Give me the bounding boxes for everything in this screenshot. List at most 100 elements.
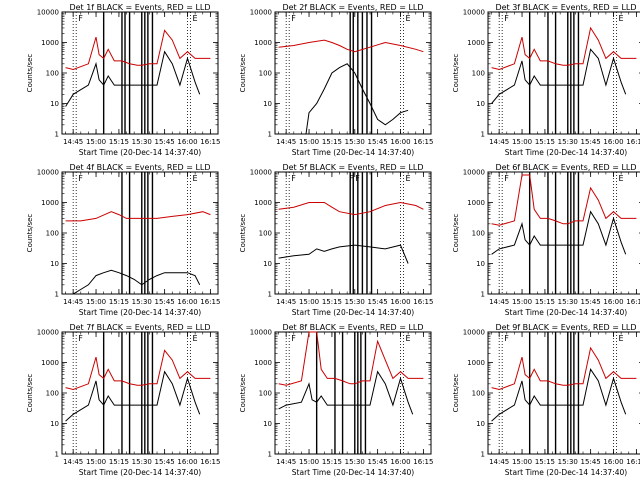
x-tick-label: 15:00 (512, 458, 532, 466)
flag-letter: F (291, 174, 296, 183)
x-tick-label: 14:45 (63, 458, 83, 466)
x-tick-label: 14:45 (489, 138, 509, 146)
y-tick-label: 100 (259, 390, 272, 398)
x-tick-label: 16:00 (177, 138, 197, 146)
y-tick-label: 1 (268, 131, 272, 139)
x-tick-label: 15:00 (512, 138, 532, 146)
plot-frame (274, 331, 432, 455)
y-tick-label: 100 (259, 70, 272, 78)
panel-title: Det 2f BLACK = Events, RED = LLD (282, 3, 423, 12)
x-tick-label: 16:15 (200, 138, 220, 146)
y-tick-label: 1000 (254, 199, 272, 207)
y-tick-label: 10000 (250, 9, 272, 17)
lld-series-line (491, 26, 637, 71)
y-tick-label: 10000 (37, 9, 59, 17)
detector-panel: Det 2f BLACK = Events, RED = LLD Counts/s… (239, 3, 433, 157)
y-tick-label: 1 (55, 451, 59, 459)
flag-letter: E (193, 174, 198, 183)
y-axis-label: Counts/sec (239, 374, 247, 413)
x-axis-label: Start Time (20-Dec-14 14:37:40) (505, 148, 627, 157)
y-axis-label: Counts/sec (239, 214, 247, 253)
y-tick-label: 1 (481, 131, 485, 139)
y-tick-label: 100 (259, 230, 272, 238)
y-tick-label: 10 (50, 100, 59, 108)
x-tick-label: 16:15 (413, 298, 433, 306)
x-tick-label: 14:45 (489, 298, 509, 306)
x-tick-label: 15:30 (345, 138, 365, 146)
lld-series-line (491, 174, 637, 226)
flag-letter: F (78, 174, 83, 183)
x-axis-label: Start Time (20-Dec-14 14:37:40) (79, 148, 201, 157)
y-axis-label: Counts/sec (452, 374, 460, 413)
events-series-line (278, 370, 414, 415)
y-tick-label: 1000 (254, 39, 272, 47)
x-tick-label: 15:45 (155, 298, 175, 306)
flag-letter: E (193, 334, 198, 343)
lld-series-line (65, 349, 211, 391)
x-tick-label: 16:15 (626, 458, 640, 466)
x-tick-label: 14:45 (276, 458, 296, 466)
x-tick-label: 16:15 (200, 458, 220, 466)
y-tick-label: 1 (55, 131, 59, 139)
x-axis-label: Start Time (20-Dec-14 14:37:40) (292, 468, 414, 477)
x-tick-label: 15:30 (132, 458, 152, 466)
x-tick-label: 15:45 (368, 458, 388, 466)
detector-panel: Det 3f BLACK = Events, RED = LLD Counts/s… (452, 3, 640, 157)
y-tick-label: 10 (476, 100, 485, 108)
panel-title: Det 7f BLACK = Events, RED = LLD (69, 323, 210, 332)
flag-letter: F (355, 174, 360, 183)
lld-series-line (278, 39, 424, 53)
flag-letter: F (504, 14, 509, 23)
y-tick-label: 100 (472, 230, 485, 238)
panel-title: Det 1f BLACK = Events, RED = LLD (69, 3, 210, 12)
x-axis-label: Start Time (20-Dec-14 14:37:40) (505, 308, 627, 317)
y-tick-label: 1 (268, 291, 272, 299)
x-tick-label: 15:30 (558, 298, 578, 306)
x-tick-label: 16:15 (626, 298, 640, 306)
x-tick-label: 15:15 (535, 138, 555, 146)
x-tick-label: 14:45 (276, 138, 296, 146)
y-tick-label: 10000 (463, 169, 485, 177)
x-axis-label: Start Time (20-Dec-14 14:37:40) (292, 308, 414, 317)
x-tick-label: 16:00 (603, 138, 623, 146)
x-tick-label: 15:15 (322, 138, 342, 146)
x-tick-label: 16:15 (413, 138, 433, 146)
plot-frame (61, 11, 219, 135)
flag-letter: E (193, 14, 198, 23)
x-tick-label: 14:45 (63, 298, 83, 306)
x-tick-label: 15:15 (109, 458, 129, 466)
detector-panel: Det 5f BLACK = Events, RED = LLD Counts/s… (239, 163, 433, 317)
plot-frame (61, 331, 219, 455)
panel-title: Det 9f BLACK = Events, RED = LLD (495, 323, 636, 332)
x-tick-label: 14:45 (489, 458, 509, 466)
plot-frame (487, 331, 640, 455)
panel-title: Det 5f BLACK = Events, RED = LLD (282, 163, 423, 172)
panel-title: Det 4f BLACK = Events, RED = LLD (69, 163, 210, 172)
detector-panel: Det 4f BLACK = Events, RED = LLD Counts/s… (26, 163, 220, 317)
x-tick-label: 15:00 (512, 298, 532, 306)
y-tick-label: 1000 (41, 39, 59, 47)
panel-title: Det 8f BLACK = Events, RED = LLD (282, 323, 423, 332)
x-tick-label: 16:00 (390, 458, 410, 466)
x-tick-label: 16:15 (200, 298, 220, 306)
x-tick-label: 16:15 (626, 138, 640, 146)
x-tick-label: 15:00 (86, 298, 106, 306)
y-tick-label: 1000 (467, 39, 485, 47)
events-series-line (491, 48, 627, 104)
flag-letter: E (406, 14, 411, 23)
flag-letter: F (78, 14, 83, 23)
y-tick-label: 100 (46, 390, 59, 398)
x-axis-label: Start Time (20-Dec-14 14:37:40) (79, 468, 201, 477)
x-tick-label: 15:45 (581, 138, 601, 146)
y-tick-label: 10000 (463, 9, 485, 17)
flag-letter: F (504, 174, 509, 183)
lld-series-line (278, 201, 424, 216)
events-series-line (65, 50, 201, 107)
events-series-line (72, 269, 201, 295)
x-tick-label: 15:00 (299, 298, 319, 306)
x-tick-label: 16:00 (177, 298, 197, 306)
y-tick-label: 1000 (467, 359, 485, 367)
y-tick-label: 10 (263, 100, 272, 108)
